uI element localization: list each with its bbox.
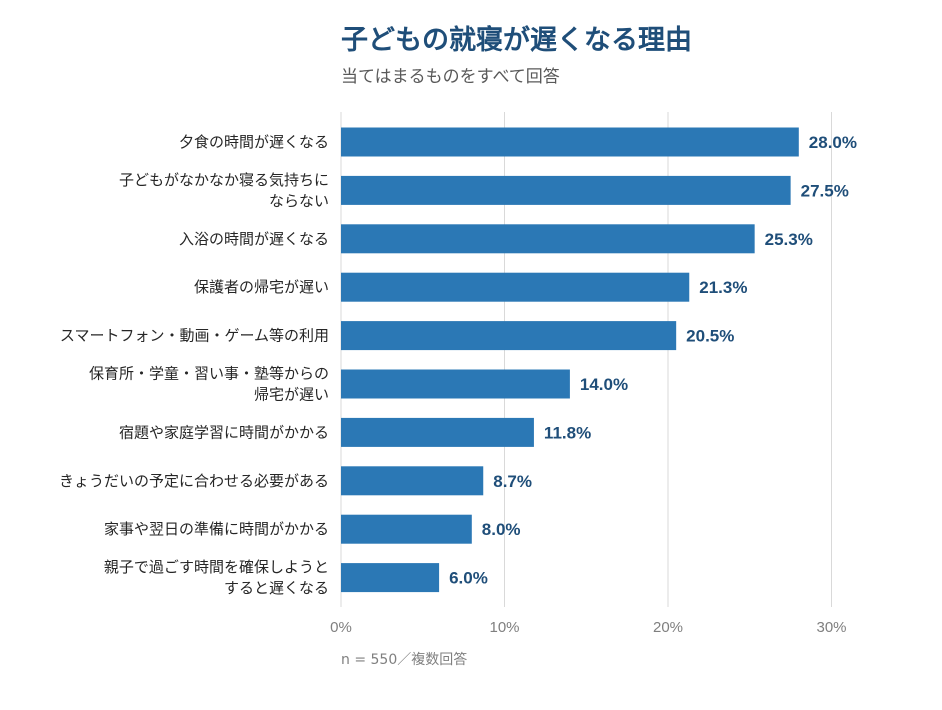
category-label: 親子で過ごす時間を確保しようとすると遅くなる <box>104 558 329 597</box>
category-label-line: 帰宅が遅い <box>254 386 329 404</box>
category-label: スマートフォン・動画・ゲーム等の利用 <box>60 327 329 345</box>
data-label: 8.0% <box>482 520 521 539</box>
x-tick-label: 0% <box>330 619 352 636</box>
category-label: 宿題や家庭学習に時間がかかる <box>119 423 329 441</box>
category-label-line: 保護者の帰宅が遅い <box>194 278 329 296</box>
bar <box>341 466 484 496</box>
bar <box>341 563 440 593</box>
bar-chart: 夕食の時間が遅くなる子どもがなかなか寝る気持ちにならない入浴の時間が遅くなる保護… <box>59 112 857 636</box>
data-label: 25.3% <box>765 230 813 249</box>
x-tick-label: 30% <box>816 619 846 636</box>
data-label: 14.0% <box>580 375 628 394</box>
category-label-line: 保育所・学童・習い事・塾等からの <box>89 365 329 383</box>
category-label-line: 宿題や家庭学習に時間がかかる <box>119 423 329 441</box>
x-tick-label: 10% <box>489 619 519 636</box>
data-label: 8.7% <box>493 472 532 491</box>
category-label-line: ならない <box>269 192 329 210</box>
bar <box>341 175 791 205</box>
category-label-line: 夕食の時間が遅くなる <box>179 133 329 151</box>
data-label: 27.5% <box>801 181 849 200</box>
bar <box>341 514 472 544</box>
category-label: 子どもがなかなか寝る気持ちにならない <box>119 171 329 210</box>
data-label: 21.3% <box>699 278 747 297</box>
category-label: 夕食の時間が遅くなる <box>179 133 329 151</box>
bar <box>341 417 534 447</box>
category-label-line: 家事や翌日の準備に時間がかかる <box>104 520 329 538</box>
sample-note: n = 550／複数回答 <box>341 652 468 668</box>
x-tick-label: 20% <box>653 619 683 636</box>
category-label-line: 親子で過ごす時間を確保しようと <box>104 558 329 576</box>
category-label: 入浴の時間が遅くなる <box>179 230 329 248</box>
chart-subtitle: 当てはまるものをすべて回答 <box>341 67 560 87</box>
bar <box>341 224 755 254</box>
chart-title: 子どもの就寝が遅くなる理由 <box>341 25 692 56</box>
bar <box>341 369 570 399</box>
data-label: 20.5% <box>686 327 734 346</box>
data-label: 11.8% <box>544 423 591 442</box>
bar <box>341 127 799 157</box>
category-label: 保育所・学童・習い事・塾等からの帰宅が遅い <box>89 365 329 404</box>
category-labels: 夕食の時間が遅くなる子どもがなかなか寝る気持ちにならない入浴の時間が遅くなる保護… <box>59 133 329 597</box>
value-labels: 28.0% 27.5% 25.3% 21.3% 20.5% 14.0% 11.8% 8.7% 8… <box>449 133 857 588</box>
category-label: きょうだいの予定に合わせる必要がある <box>59 472 329 490</box>
data-label: 28.0% <box>809 133 857 152</box>
category-label-line: 子どもがなかなか寝る気持ちに <box>119 171 329 189</box>
category-label: 保護者の帰宅が遅い <box>194 278 329 296</box>
category-label-line: スマートフォン・動画・ゲーム等の利用 <box>60 327 329 345</box>
category-label: 家事や翌日の準備に時間がかかる <box>104 520 329 538</box>
bar <box>341 272 690 302</box>
x-axis-ticks: 0% 10% 20% 30% <box>330 619 846 636</box>
bars <box>341 127 799 593</box>
category-label-line: 入浴の時間が遅くなる <box>179 230 329 248</box>
bar <box>341 321 677 351</box>
category-label-line: すると遅くなる <box>224 579 329 597</box>
data-label: 6.0% <box>449 569 488 588</box>
category-label-line: きょうだいの予定に合わせる必要がある <box>59 472 329 490</box>
